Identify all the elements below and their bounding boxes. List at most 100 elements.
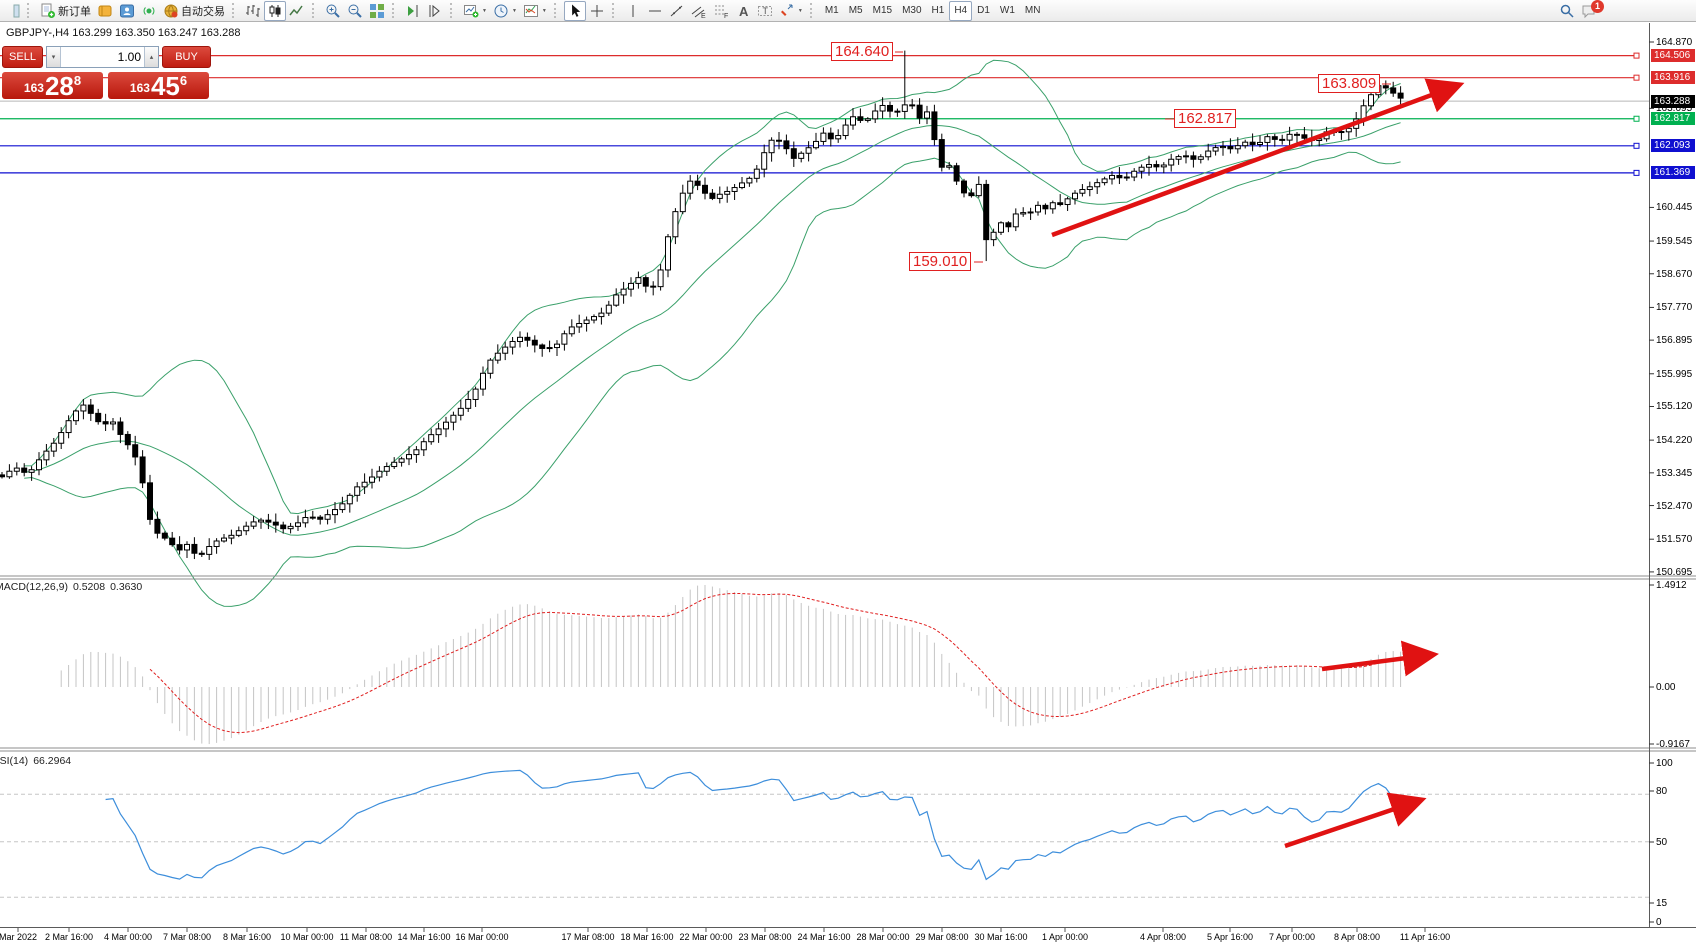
candle-body (13, 467, 20, 472)
candle-body (1175, 156, 1182, 160)
notifications-button[interactable]: 1 (1578, 0, 1604, 21)
trendline-tool-button[interactable] (666, 1, 688, 21)
timeframe-d1-button[interactable]: D1 (972, 1, 995, 21)
market-watch-button[interactable] (94, 1, 116, 21)
candle-body (798, 152, 805, 159)
timeframe-m15-button[interactable]: M15 (868, 1, 897, 21)
candle-body (968, 192, 975, 197)
timeframe-m30-button[interactable]: M30 (897, 1, 926, 21)
candle-body (901, 104, 908, 112)
new-chart-button[interactable]: ▼ (460, 1, 490, 21)
candle-body (494, 352, 501, 361)
toolbar-grip (450, 3, 456, 18)
crosshair-icon (589, 3, 605, 19)
signals-button[interactable] (138, 1, 160, 21)
candle-body (613, 294, 620, 306)
cursor-tool-button[interactable] (563, 0, 586, 21)
timeframe-w1-button[interactable]: W1 (995, 1, 1020, 21)
timeframe-mn-button[interactable]: MN (1020, 1, 1046, 21)
candle-body (102, 421, 109, 425)
tiles-icon (369, 3, 385, 19)
tline-icon (669, 3, 685, 19)
notification-badge: 1 (1591, 0, 1604, 13)
candle-body (184, 543, 190, 551)
label-tool-button[interactable]: T (754, 1, 776, 21)
buy-price-button[interactable]: 163 45 6 (108, 72, 209, 99)
volume-stepper[interactable]: ▾ ▴ (46, 46, 159, 68)
price-axis[interactable] (1649, 22, 1696, 928)
new-order-button-label: 新订单 (58, 5, 91, 18)
zoom-out-button[interactable] (344, 1, 366, 21)
volume-decrease-button[interactable]: ▾ (47, 47, 61, 67)
chart-shift-button[interactable] (424, 1, 446, 21)
vertical-line-tool-button[interactable] (622, 1, 644, 21)
timeframe-h4-button-label: H4 (954, 5, 968, 16)
toolbar-grip (392, 3, 398, 18)
tile-windows-button[interactable] (366, 1, 388, 21)
candlestick-chart-button[interactable] (264, 0, 286, 21)
shapes-tool-button[interactable]: ▼ (776, 1, 806, 21)
line-chart-button[interactable] (286, 1, 308, 21)
time-axis[interactable] (0, 928, 1649, 945)
candle-body (354, 486, 361, 496)
zoom-in-button[interactable] (322, 1, 344, 21)
horizontal-line-tool-button[interactable] (644, 1, 666, 21)
candle-body (857, 116, 864, 121)
candle-body (1020, 212, 1027, 215)
sell-button[interactable]: SELL (2, 46, 43, 68)
candle-body (295, 522, 301, 527)
timeframe-m1-button[interactable]: M1 (820, 1, 844, 21)
candle-body (739, 182, 745, 189)
candle-body (428, 434, 435, 443)
zoomout-icon (347, 3, 363, 19)
crosshair-tool-button[interactable] (586, 1, 608, 21)
macd-value-2: 0.3630 (110, 581, 143, 593)
candle-body (635, 277, 642, 284)
bollinger-upper-band (24, 59, 1401, 515)
search-icon (1559, 3, 1575, 19)
trend-arrow-object[interactable] (1051, 78, 1465, 238)
candle-body (546, 347, 553, 350)
data-window-button[interactable] (116, 1, 138, 21)
candle-body (443, 421, 449, 430)
trend-arrow-object[interactable] (1284, 792, 1427, 849)
text-tool-button[interactable]: A (732, 1, 754, 21)
candle-body (465, 398, 472, 409)
rsi-value: 66.2964 (33, 755, 72, 767)
template-button[interactable]: ▼ (520, 1, 550, 21)
candle-body (272, 521, 279, 526)
trend-arrow-object[interactable] (1321, 640, 1439, 677)
timeframe-h4-button[interactable]: H4 (949, 0, 973, 21)
period-button[interactable]: ▼ (490, 1, 520, 21)
volume-increase-button[interactable]: ▴ (144, 47, 158, 67)
buy-price-main: 45 (150, 71, 180, 101)
candle-body (339, 503, 346, 511)
auto-trading-button[interactable]: 自动交易 (160, 1, 228, 21)
timeframe-m5-button[interactable]: M5 (844, 1, 868, 21)
bar-chart-button[interactable] (242, 1, 264, 21)
neworder-icon (40, 3, 56, 19)
volume-input[interactable] (61, 47, 144, 67)
timeframe-h1-button[interactable]: H1 (927, 1, 950, 21)
candle-body (716, 193, 723, 199)
auto-scroll-button[interactable] (402, 1, 424, 21)
buy-button[interactable]: BUY (162, 46, 211, 68)
new-order-button[interactable]: 新订单 (37, 1, 94, 21)
sell-price-button[interactable]: 163 28 8 (2, 72, 103, 99)
candle-body (376, 470, 383, 478)
candle-body (1131, 170, 1138, 178)
candle-body (391, 461, 398, 468)
candle-body (1264, 136, 1271, 143)
chart-window-fragment[interactable] (1, 1, 23, 21)
candle-body (731, 187, 738, 192)
search-button[interactable] (1556, 1, 1578, 21)
svg-text:F: F (724, 13, 728, 19)
candle-body (309, 516, 316, 519)
candle-body (235, 530, 242, 536)
channel-tool-button[interactable]: E (688, 1, 710, 21)
candle-body (176, 544, 183, 551)
fibonacci-tool-button[interactable]: F (710, 1, 732, 21)
candle-body (990, 231, 997, 241)
